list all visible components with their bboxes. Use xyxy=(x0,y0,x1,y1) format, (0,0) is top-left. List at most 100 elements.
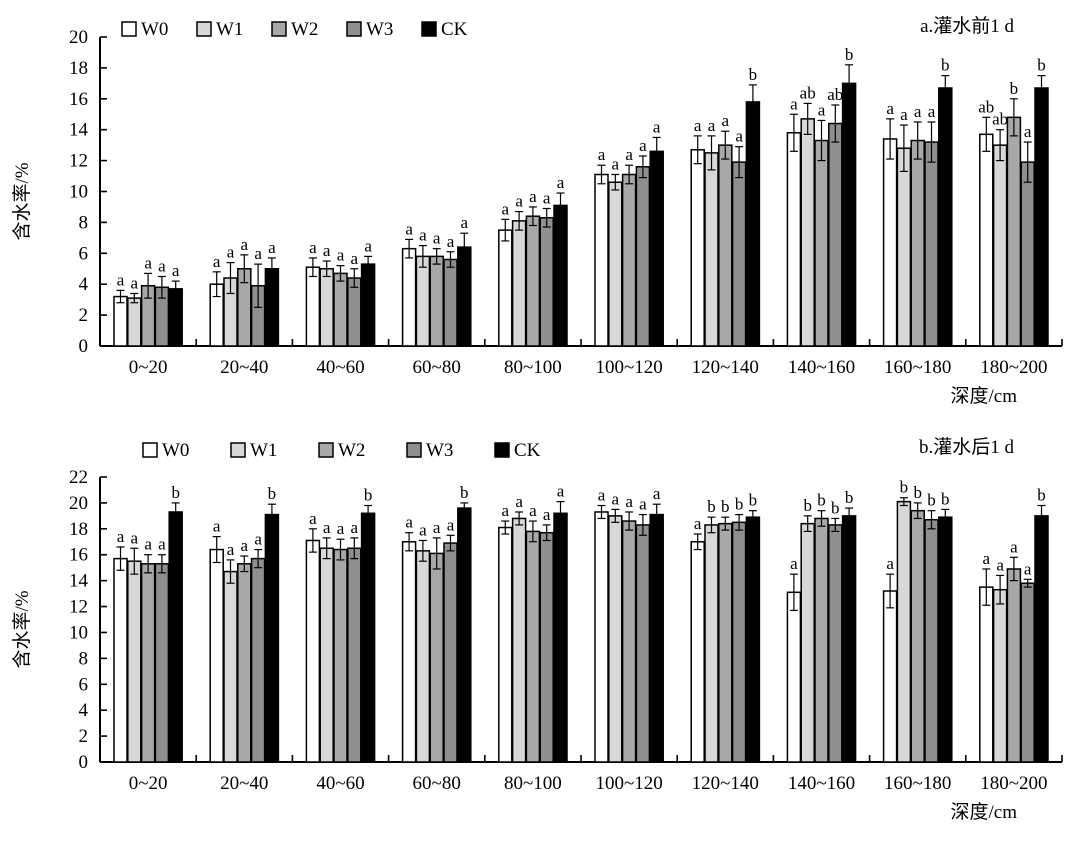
y-tick-label: 0 xyxy=(79,336,89,357)
legend-label: W1 xyxy=(250,440,277,461)
bar xyxy=(992,144,1008,347)
sig-letter: a xyxy=(543,188,551,207)
legend-swatch xyxy=(196,21,212,37)
bar xyxy=(539,217,554,347)
bar xyxy=(168,511,183,763)
y-tick-label: 8 xyxy=(79,648,89,669)
bar xyxy=(539,531,554,763)
sig-letter: a xyxy=(502,501,510,520)
sig-letter: a xyxy=(254,530,262,549)
bar xyxy=(553,512,568,763)
y-tick-label: 16 xyxy=(69,545,88,566)
sig-letter: a xyxy=(351,249,359,268)
legend-label: CK xyxy=(514,440,541,461)
sig-letter: a xyxy=(213,517,221,536)
sig-letter: a xyxy=(405,219,413,238)
chart-panel-a: 0 2 4 6 8 10 12 14 16 18 20 0~20 20~40 40~60 60~80 80~1… xyxy=(11,15,1063,407)
bar xyxy=(525,530,541,763)
sig-letter: a xyxy=(131,528,139,547)
x-tick-label: 20~40 xyxy=(220,773,268,794)
y-tick-label: 18 xyxy=(69,58,88,79)
sig-letter: b xyxy=(831,498,840,517)
bar xyxy=(319,547,334,763)
panel-title: b.灌水后1 d xyxy=(919,436,1015,458)
bar xyxy=(992,588,1008,763)
legend-label: CK xyxy=(441,19,468,40)
bar xyxy=(498,229,513,347)
bar xyxy=(1006,116,1022,347)
bar xyxy=(745,516,761,763)
sig-letter: b xyxy=(735,495,744,514)
x-tick-label: 180~200 xyxy=(980,773,1047,794)
sig-letter: a xyxy=(447,515,455,534)
bar xyxy=(635,524,651,763)
sig-letter: a xyxy=(172,261,180,280)
y-tick-label: 10 xyxy=(69,622,88,643)
sig-letter: b xyxy=(941,56,950,75)
x-axis-label: 深度/cm xyxy=(951,385,1018,407)
sig-letter: a xyxy=(790,94,798,113)
sig-letter: a xyxy=(790,554,798,573)
sig-letter: a xyxy=(461,213,469,232)
bar xyxy=(457,507,472,763)
x-tick-label: 80~100 xyxy=(504,773,562,794)
sig-letter: a xyxy=(364,236,372,255)
y-tick-label: 22 xyxy=(69,467,88,488)
sig-letter: a xyxy=(612,155,620,174)
y-tick-label: 14 xyxy=(69,571,89,592)
bar xyxy=(360,263,376,347)
x-tick-label: 0~20 xyxy=(129,357,168,378)
sig-letter: ab xyxy=(978,97,994,116)
y-tick-label: 6 xyxy=(79,674,89,695)
x-tick-label: 40~60 xyxy=(316,773,364,794)
sig-letter: a xyxy=(433,229,441,248)
sig-letter: b xyxy=(1037,486,1046,505)
bar xyxy=(621,173,637,347)
y-tick-label: 10 xyxy=(69,182,88,203)
bar xyxy=(305,539,321,763)
sig-letter: a xyxy=(529,501,537,520)
bar xyxy=(731,521,747,763)
sig-letter: b xyxy=(1010,79,1019,98)
bar xyxy=(333,272,348,347)
sig-letter: a xyxy=(598,486,606,505)
sig-letter: a xyxy=(928,102,936,121)
sig-letter: a xyxy=(694,116,702,135)
sig-letter: a xyxy=(1024,122,1032,141)
sig-letter: a xyxy=(653,117,661,136)
bar xyxy=(553,204,568,347)
x-tick-label: 140~160 xyxy=(788,357,855,378)
bar xyxy=(786,591,802,763)
sig-letter: a xyxy=(323,241,331,260)
sig-letter: a xyxy=(213,252,221,271)
x-tick-label: 140~160 xyxy=(788,773,855,794)
sig-letter: a xyxy=(543,505,551,524)
y-tick-label: 0 xyxy=(79,752,89,773)
sig-letter: a xyxy=(268,238,276,257)
y-tick-label: 20 xyxy=(69,493,88,514)
bar xyxy=(333,548,348,763)
x-tick-label: 0~20 xyxy=(129,773,168,794)
sig-letter: a xyxy=(996,555,1004,574)
bar xyxy=(347,547,362,763)
sig-letter: b xyxy=(803,496,812,515)
x-tick-label: 80~100 xyxy=(504,357,562,378)
bar xyxy=(882,138,898,347)
bar xyxy=(429,255,444,347)
panel-title: a.灌水前1 d xyxy=(920,15,1014,37)
sig-letter: a xyxy=(447,232,455,251)
sig-letter: a xyxy=(1024,559,1032,578)
bar xyxy=(690,149,705,347)
sig-letter: b xyxy=(1037,56,1046,75)
y-axis-label: 含水率/% xyxy=(11,590,33,668)
bar xyxy=(594,173,609,347)
legend-swatch xyxy=(271,21,287,37)
sig-letter: a xyxy=(639,495,647,514)
bar xyxy=(360,512,376,763)
sig-letter: a xyxy=(625,145,633,164)
bar xyxy=(608,515,623,763)
bar xyxy=(401,247,417,347)
sig-letter: a xyxy=(337,519,345,538)
x-tick-label: 100~120 xyxy=(595,773,662,794)
bar xyxy=(140,563,156,763)
